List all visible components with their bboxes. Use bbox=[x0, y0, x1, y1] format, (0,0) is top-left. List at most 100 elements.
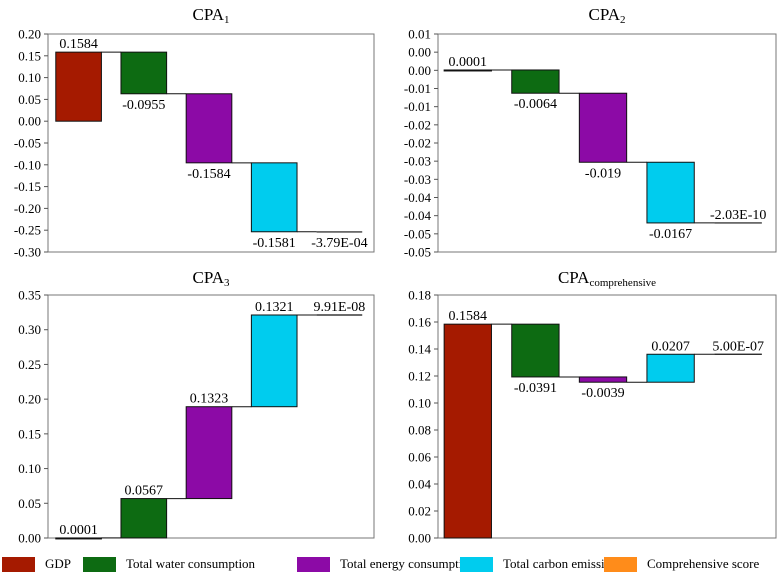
legend-label-energy: Total energy consumption bbox=[340, 556, 476, 571]
chart-title: CPA3 bbox=[192, 268, 230, 289]
data-label: 0.0207 bbox=[651, 339, 690, 354]
chart-title: CPA1 bbox=[192, 5, 229, 26]
y-tick-label: 0.14 bbox=[408, 342, 431, 357]
y-tick-label: 0.10 bbox=[18, 70, 41, 85]
legend-label-water: Total water consumption bbox=[126, 556, 256, 571]
y-tick-label: 0.00 bbox=[18, 531, 41, 546]
y-tick-label: -0.01 bbox=[404, 81, 431, 96]
bar-total-water-consumption bbox=[120, 51, 168, 95]
chart-panel-3: CPA3 0.35 0.30 0.25 0.20 0.15 0.10 0.05 0.00 0.00… bbox=[18, 268, 375, 546]
y-tick-label: 0.00 bbox=[408, 531, 431, 546]
bar-total-energy-consumption bbox=[185, 93, 233, 164]
y-tick-label: 0.05 bbox=[18, 496, 41, 511]
y-tick-label: 0.12 bbox=[408, 369, 431, 384]
y-tick-label: -0.04 bbox=[404, 208, 432, 223]
chart-panel-4: CPAcomprehensive 0.18 0.16 0.14 0.12 0.10 0.08… bbox=[408, 268, 777, 546]
y-tick-label: 0.20 bbox=[18, 27, 41, 42]
y-tick-label: -0.05 bbox=[404, 245, 431, 260]
y-tick-label: -0.01 bbox=[404, 99, 431, 114]
data-label: -0.0167 bbox=[649, 227, 692, 242]
plot-frame bbox=[437, 294, 777, 539]
y-tick-label: 0.15 bbox=[18, 48, 41, 63]
data-label: -0.0039 bbox=[581, 386, 624, 401]
data-label: 0.0567 bbox=[125, 484, 164, 499]
y-tick-label: 0.25 bbox=[18, 357, 41, 372]
y-tick-label: 0.10 bbox=[18, 461, 41, 476]
legend: GDP Total water consumption Total energy… bbox=[0, 554, 782, 574]
y-tick-label: -0.10 bbox=[14, 157, 41, 172]
y-tick-label: -0.05 bbox=[404, 226, 431, 241]
data-label: 9.91E-08 bbox=[314, 300, 366, 315]
legend-label-carbon: Total carbon emissions bbox=[503, 556, 623, 571]
y-tick-label: 0.06 bbox=[408, 450, 431, 465]
data-label: -0.1584 bbox=[187, 167, 230, 182]
data-label: -0.0064 bbox=[514, 97, 557, 112]
bar-total-energy-consumption bbox=[578, 92, 628, 163]
y-tick-label: -0.20 bbox=[14, 201, 41, 216]
bar-total-energy-consumption bbox=[578, 376, 628, 383]
y-tick-label: -0.04 bbox=[404, 190, 432, 205]
data-label: 0.1321 bbox=[255, 300, 294, 315]
plot-frame bbox=[47, 294, 375, 539]
data-label: 0.0001 bbox=[59, 523, 98, 538]
y-tick-label: -0.02 bbox=[404, 136, 431, 151]
legend-label-comprehensive: Comprehensive score bbox=[647, 556, 760, 571]
y-tick-label: -0.03 bbox=[404, 154, 431, 169]
y-tick-label: 0.18 bbox=[408, 288, 431, 303]
y-tick-label: 0.01 bbox=[408, 27, 431, 42]
legend-item-water: Total water consumption bbox=[83, 554, 255, 574]
y-tick-label: 0.05 bbox=[18, 92, 41, 107]
bar-total-carbon-emissions bbox=[250, 314, 298, 408]
chart-panel-1: CPA1 0.20 0.15 0.10 0.05 0.00 -0.05 -0.10 -0.15 -… bbox=[14, 5, 375, 260]
y-tick-label: -0.25 bbox=[14, 223, 41, 238]
y-tick-label: 0.04 bbox=[408, 477, 431, 492]
y-tick-label: 0.00 bbox=[18, 114, 41, 129]
y-tick-label: 0.00 bbox=[408, 45, 431, 60]
bar-total-energy-consumption bbox=[185, 406, 233, 500]
y-tick-label: -0.05 bbox=[14, 136, 41, 151]
bar-total-carbon-emissions bbox=[250, 162, 298, 233]
legend-item-comprehensive: Comprehensive score bbox=[604, 554, 759, 574]
legend-label-gdp: GDP bbox=[45, 556, 72, 571]
legend-swatch-carbon bbox=[460, 556, 493, 572]
legend-item-carbon: Total carbon emissions bbox=[460, 554, 623, 574]
y-tick-label: 0.02 bbox=[408, 504, 431, 519]
data-label: -2.03E-10 bbox=[710, 208, 766, 223]
bar-total-water-consumption bbox=[511, 69, 560, 94]
y-tick-label: 0.15 bbox=[18, 426, 41, 441]
y-tick-label: 0.10 bbox=[408, 396, 431, 411]
y-tick-label: -0.15 bbox=[14, 179, 41, 194]
data-label: 0.0001 bbox=[449, 55, 488, 70]
y-tick-label: 0.30 bbox=[18, 322, 41, 337]
y-tick-label: 0.08 bbox=[408, 423, 431, 438]
legend-item-gdp: GDP bbox=[2, 554, 71, 574]
bar-gdp bbox=[443, 323, 492, 539]
y-tick-label: -0.03 bbox=[404, 172, 431, 187]
bar-total-water-consumption bbox=[120, 498, 168, 539]
y-tick-label: 0.00 bbox=[408, 63, 431, 78]
legend-swatch-energy bbox=[297, 556, 330, 572]
chart-title: CPAcomprehensive bbox=[558, 268, 656, 289]
y-tick-label: 0.20 bbox=[18, 392, 41, 407]
data-label: -0.019 bbox=[585, 166, 621, 181]
chart-panel-2: CPA2 0.01 0.00 0.00 -0.01 -0.01 -0.02 -0.02 -0.0… bbox=[404, 5, 777, 260]
legend-swatch-gdp bbox=[2, 556, 35, 572]
bar-gdp bbox=[55, 537, 102, 540]
data-label: -0.0955 bbox=[122, 98, 165, 113]
data-label: -0.1581 bbox=[253, 236, 296, 251]
bar-total-carbon-emissions bbox=[646, 353, 695, 383]
legend-swatch-comprehensive bbox=[604, 556, 637, 572]
legend-item-energy: Total energy consumption bbox=[297, 554, 475, 574]
data-label: 0.1323 bbox=[190, 392, 229, 407]
y-tick-label: -0.30 bbox=[14, 245, 41, 260]
bar-total-carbon-emissions bbox=[646, 161, 695, 224]
bar-gdp bbox=[55, 51, 102, 122]
data-label: 0.1584 bbox=[449, 309, 488, 324]
bar-gdp bbox=[443, 69, 492, 72]
y-tick-label: -0.02 bbox=[404, 117, 431, 132]
data-label: -3.79E-04 bbox=[311, 236, 367, 251]
data-label: -0.0391 bbox=[514, 381, 557, 396]
data-label: 0.1584 bbox=[59, 37, 98, 52]
data-label: 5.00E-07 bbox=[712, 339, 764, 354]
